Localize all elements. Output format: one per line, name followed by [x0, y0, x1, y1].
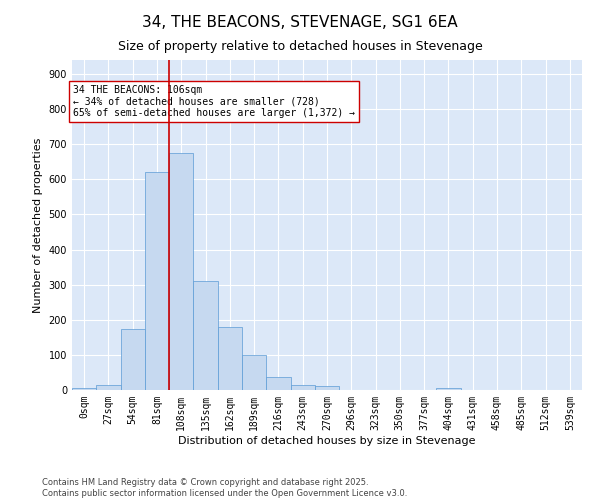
Text: Size of property relative to detached houses in Stevenage: Size of property relative to detached ho… [118, 40, 482, 53]
Text: 34 THE BEACONS: 106sqm
← 34% of detached houses are smaller (728)
65% of semi-de: 34 THE BEACONS: 106sqm ← 34% of detached… [73, 84, 355, 118]
Y-axis label: Number of detached properties: Number of detached properties [33, 138, 43, 312]
Bar [218, 327, 242, 390]
Text: 34, THE BEACONS, STEVENAGE, SG1 6EA: 34, THE BEACONS, STEVENAGE, SG1 6EA [142, 15, 458, 30]
Bar [436, 388, 461, 390]
Bar [121, 328, 145, 390]
Bar [315, 386, 339, 390]
Bar [72, 388, 96, 390]
Bar [290, 384, 315, 390]
Bar [266, 376, 290, 390]
X-axis label: Distribution of detached houses by size in Stevenage: Distribution of detached houses by size … [178, 436, 476, 446]
Text: Contains HM Land Registry data © Crown copyright and database right 2025.
Contai: Contains HM Land Registry data © Crown c… [42, 478, 407, 498]
Bar [193, 281, 218, 390]
Bar [242, 355, 266, 390]
Bar [145, 172, 169, 390]
Bar [169, 153, 193, 390]
Bar [96, 386, 121, 390]
